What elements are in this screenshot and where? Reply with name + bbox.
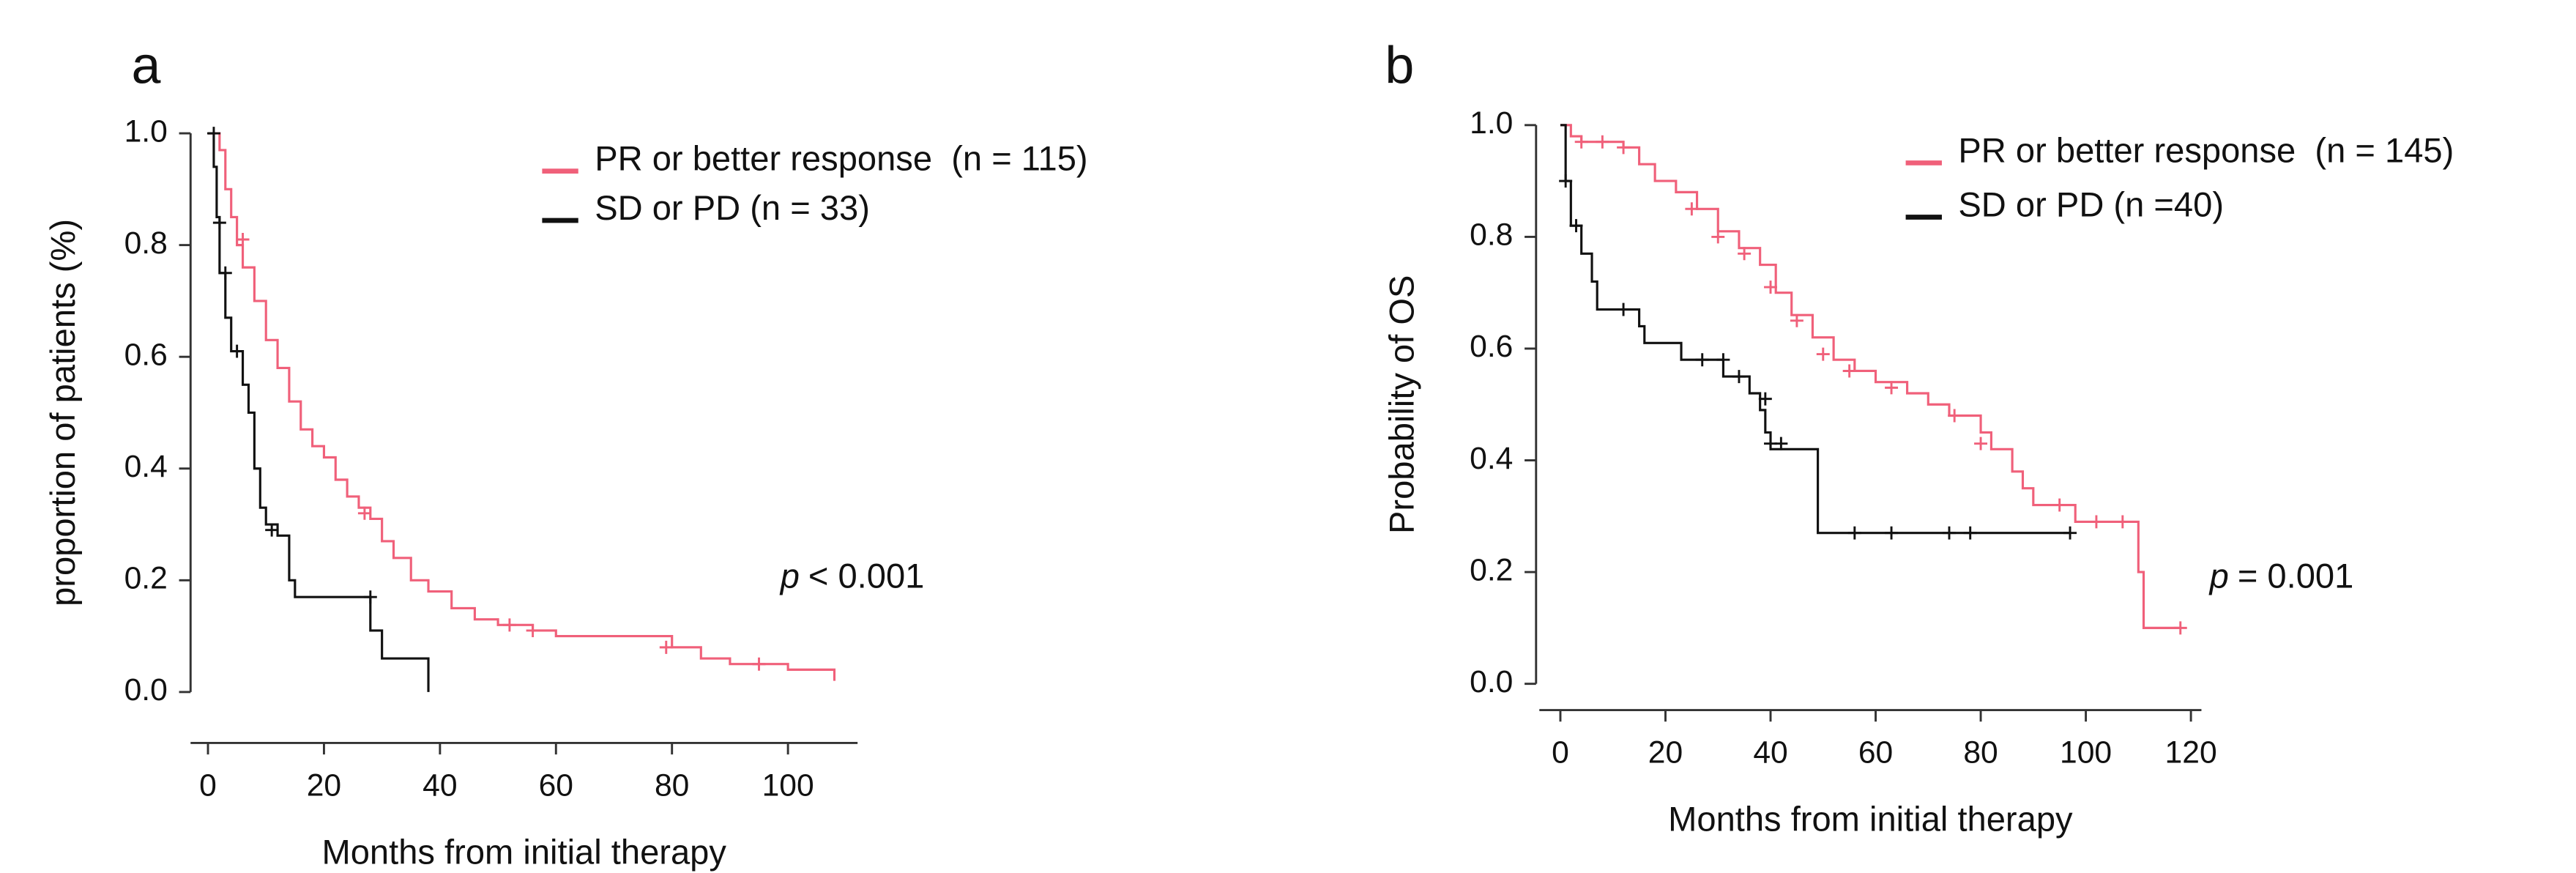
legend-label: PR or better response (n = 115) xyxy=(595,139,1087,178)
censor-mark xyxy=(212,216,226,230)
survival-curve xyxy=(1560,124,2181,629)
x-tick-label: 60 xyxy=(539,768,573,803)
x-tick-label: 20 xyxy=(1648,735,1683,770)
survival-curve xyxy=(208,132,430,692)
censor-mark xyxy=(1685,202,1699,216)
x-tick-label: 80 xyxy=(655,768,689,803)
censor-mark xyxy=(2115,515,2129,529)
y-tick-label: 0.8 xyxy=(1470,218,1513,253)
legend-label: SD or PD (n =40) xyxy=(1958,185,2224,223)
censor-mark xyxy=(1617,141,1631,155)
censor-mark xyxy=(1711,230,1725,244)
censor-mark xyxy=(1764,281,1777,294)
y-tick-label: 0.0 xyxy=(124,672,168,707)
censor-mark xyxy=(1816,347,1830,361)
p-symbol: p xyxy=(2208,557,2229,595)
censor-mark xyxy=(1716,353,1730,367)
x-tick-label: 100 xyxy=(2060,735,2112,770)
censor-mark xyxy=(1885,381,1899,395)
panel-letter: b xyxy=(1385,37,1414,95)
censor-mark xyxy=(2052,498,2066,512)
y-tick-label: 0.6 xyxy=(1470,329,1513,364)
legend-label: PR or better response (n = 145) xyxy=(1958,130,2454,169)
censor-mark xyxy=(526,623,540,637)
censor-mark xyxy=(1774,436,1788,450)
censor-mark xyxy=(1574,135,1588,149)
y-axis-label: Probability of OS xyxy=(1382,275,1421,534)
p-value: = 0.001 xyxy=(2238,557,2354,595)
censor-mark xyxy=(502,618,516,632)
censor-mark xyxy=(1948,409,1962,423)
y-tick-label: 1.0 xyxy=(124,114,168,149)
y-tick-label: 0.2 xyxy=(1470,552,1513,587)
p-symbol: p xyxy=(779,557,800,595)
legend-label: SD or PD (n = 33) xyxy=(595,188,870,227)
censor-mark xyxy=(2173,621,2187,635)
y-tick-label: 0.6 xyxy=(124,337,168,372)
x-axis-label: Months from initial therapy xyxy=(1668,800,2073,839)
censor-mark xyxy=(1790,313,1803,327)
censor-mark xyxy=(2063,526,2077,540)
censor-mark xyxy=(357,506,371,520)
panel-letter: a xyxy=(131,37,160,95)
x-tick-label: 80 xyxy=(1963,735,1998,770)
censor-mark xyxy=(2089,515,2103,529)
x-tick-label: 0 xyxy=(1552,735,1569,770)
censor-mark xyxy=(1963,526,1977,540)
censor-mark xyxy=(1847,526,1861,540)
censor-mark xyxy=(1842,364,1856,378)
censor-mark xyxy=(236,233,250,246)
x-tick-label: 20 xyxy=(307,768,341,803)
x-tick-label: 40 xyxy=(422,768,457,803)
censor-mark xyxy=(1974,436,1988,450)
x-tick-label: 0 xyxy=(199,768,217,803)
censor-mark xyxy=(659,640,673,654)
censor-mark xyxy=(1559,174,1573,188)
censor-mark xyxy=(1758,392,1772,406)
censor-mark xyxy=(1943,526,1956,540)
censor-mark xyxy=(1569,219,1583,233)
x-tick-label: 120 xyxy=(2165,735,2217,770)
y-tick-label: 1.0 xyxy=(1470,105,1513,141)
censor-mark xyxy=(206,127,220,141)
y-axis-label: proportion of patients (%) xyxy=(43,219,82,606)
y-tick-label: 0.4 xyxy=(124,449,168,484)
y-tick-label: 0.8 xyxy=(124,226,168,261)
x-tick-label: 40 xyxy=(1753,735,1787,770)
censor-mark xyxy=(1695,353,1709,367)
censor-mark xyxy=(752,657,766,671)
censor-mark xyxy=(1738,247,1752,261)
x-tick-label: 60 xyxy=(1858,735,1893,770)
censor-mark xyxy=(363,590,377,604)
censor-mark xyxy=(1617,302,1631,316)
x-axis-label: Months from initial therapy xyxy=(321,832,726,871)
censor-mark xyxy=(1885,526,1899,540)
x-tick-label: 100 xyxy=(762,768,814,803)
censor-mark xyxy=(1596,135,1609,149)
p-value: < 0.001 xyxy=(808,557,924,595)
y-tick-label: 0.4 xyxy=(1470,441,1513,476)
censor-mark xyxy=(265,523,279,537)
y-tick-label: 0.2 xyxy=(124,561,168,596)
censor-mark xyxy=(230,344,244,358)
censor-mark xyxy=(218,266,232,280)
y-tick-label: 0.0 xyxy=(1470,664,1513,699)
censor-mark xyxy=(1732,370,1746,384)
